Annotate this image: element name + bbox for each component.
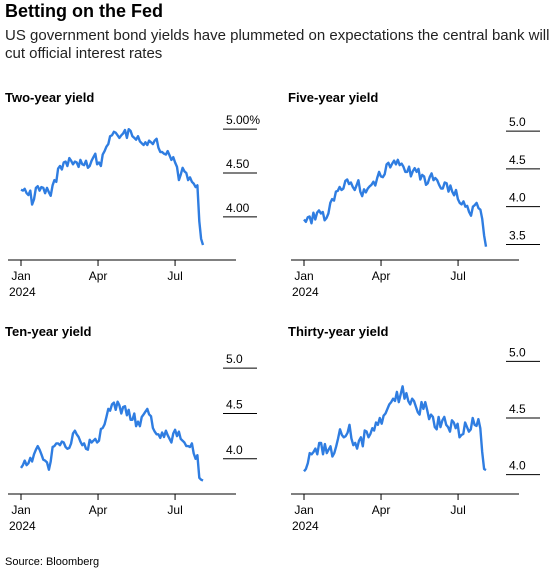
x-tick-year-label: 2024: [9, 519, 36, 533]
x-tick-label: Jan: [11, 269, 30, 283]
panel-title-ten-year: Ten-year yield: [5, 324, 92, 339]
yield-line: [303, 158, 488, 247]
panel-title-five-year: Five-year yield: [288, 90, 379, 105]
yield-line: [20, 127, 205, 246]
yield-line: [303, 385, 487, 473]
x-tick-label: Jan: [11, 503, 30, 517]
y-tick-label: 4.00: [226, 201, 250, 215]
source-note: Source: Bloomberg: [5, 556, 100, 568]
panel-title-thirty-year: Thirty-year yield: [288, 324, 389, 339]
x-tick-label: Jul: [450, 503, 465, 517]
y-tick-label: 5.00%: [226, 113, 260, 127]
y-tick-label: 4.5: [509, 402, 526, 416]
x-tick-year-label: 2024: [9, 285, 36, 299]
x-tick-label: Apr: [89, 269, 108, 283]
y-tick-label: 4.0: [509, 191, 526, 205]
x-tick-label: Jan: [294, 269, 313, 283]
y-tick-label: 3.5: [509, 228, 526, 242]
ten-year-yield-chart: 4.0 4.5 5.0 Jan 2024 Apr Jul: [8, 352, 257, 533]
x-tick-label: Apr: [372, 269, 391, 283]
two-year-yield-chart: 4.00 4.50 5.00% Jan 2024 Apr Jul: [8, 113, 260, 299]
y-tick-label: 4.0: [226, 443, 243, 457]
thirty-year-yield-chart: 4.0 4.5 5.0 Jan 2024 Apr Jul: [291, 345, 540, 533]
y-tick-label: 5.0: [226, 352, 243, 366]
x-tick-label: Jan: [294, 503, 313, 517]
y-tick-label: 4.5: [509, 153, 526, 167]
y-tick-label: 4.0: [509, 459, 526, 473]
x-tick-year-label: 2024: [292, 285, 319, 299]
x-tick-year-label: 2024: [292, 519, 319, 533]
five-year-yield-chart: 3.5 4.0 4.5 5.0 Jan 2024 Apr Jul: [291, 115, 540, 299]
y-tick-label: 4.50: [226, 157, 250, 171]
x-tick-label: Apr: [372, 503, 391, 517]
panel-title-two-year: Two-year yield: [5, 90, 95, 105]
page-subtitle: US government bond yields have plummeted…: [5, 27, 550, 62]
x-tick-label: Jul: [167, 503, 182, 517]
y-tick-label: 5.0: [509, 345, 526, 359]
page-title: Betting on the Fed: [5, 1, 163, 21]
x-tick-label: Jul: [167, 269, 182, 283]
x-tick-label: Jul: [450, 269, 465, 283]
yield-line: [20, 400, 204, 482]
y-tick-label: 4.5: [226, 397, 243, 411]
y-tick-label: 5.0: [509, 115, 526, 129]
x-tick-label: Apr: [89, 503, 108, 517]
